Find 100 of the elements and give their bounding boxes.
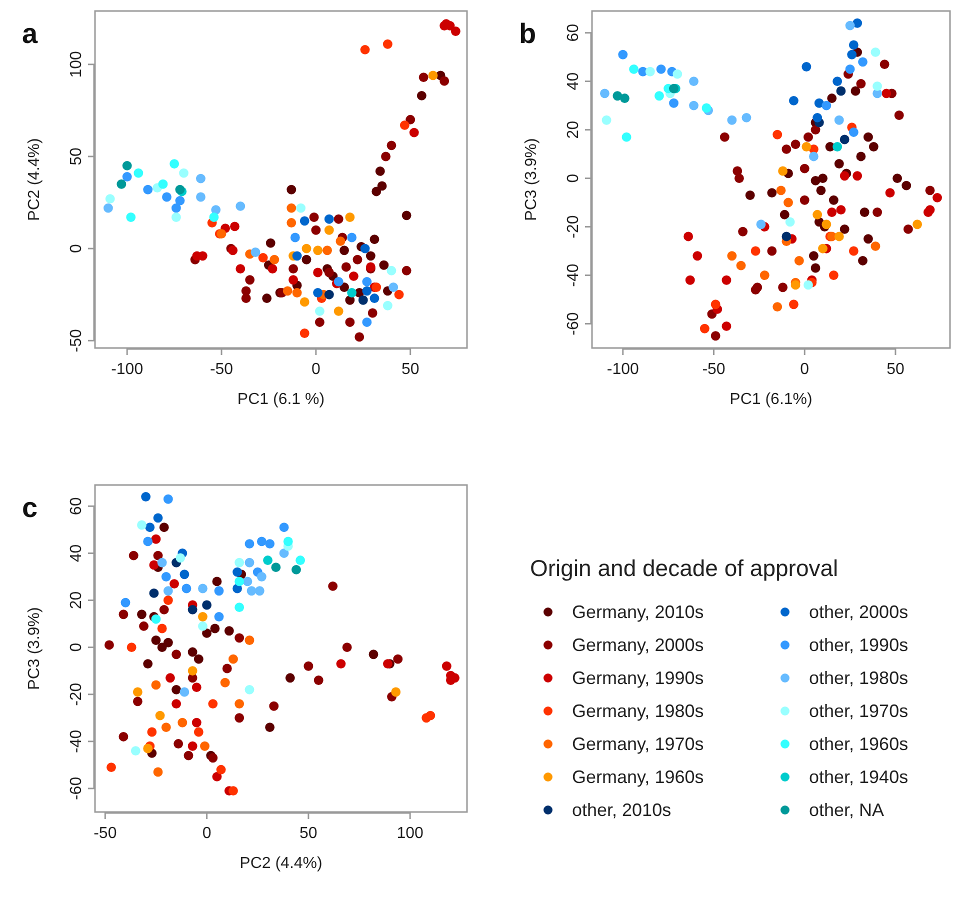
point xyxy=(600,88,610,98)
point xyxy=(834,232,844,242)
point xyxy=(416,91,426,100)
point xyxy=(244,558,254,568)
point xyxy=(354,332,364,342)
point xyxy=(157,558,167,568)
y-tick-label: 20 xyxy=(565,120,582,139)
x-tick-label: 50 xyxy=(300,825,318,842)
legend-label: other, NA xyxy=(809,800,884,820)
x-tick-label: -50 xyxy=(702,361,726,378)
y-tick-label: -60 xyxy=(565,312,582,336)
point xyxy=(386,266,396,276)
point xyxy=(151,614,161,624)
point xyxy=(288,275,298,285)
point xyxy=(386,140,396,150)
point xyxy=(265,722,275,732)
point xyxy=(179,168,188,178)
chart-title: c xyxy=(22,492,38,523)
point xyxy=(850,86,860,96)
y-axis-title: PC3 (3.9%) xyxy=(523,138,540,221)
point xyxy=(192,682,202,692)
point xyxy=(202,600,212,610)
point xyxy=(241,294,251,303)
point xyxy=(256,572,266,582)
point xyxy=(262,294,272,303)
point xyxy=(684,232,694,242)
point xyxy=(137,610,146,620)
point xyxy=(903,224,913,234)
point xyxy=(845,64,855,74)
point xyxy=(692,251,702,261)
legend-label: other, 1960s xyxy=(809,734,908,754)
point xyxy=(158,179,168,189)
point xyxy=(848,128,858,137)
point xyxy=(151,636,161,645)
point xyxy=(143,184,153,194)
point xyxy=(161,572,171,582)
point xyxy=(324,290,334,300)
point xyxy=(402,210,412,220)
point xyxy=(348,271,358,281)
point xyxy=(804,280,813,290)
point xyxy=(362,318,372,327)
y-tick-label: 50 xyxy=(68,147,85,166)
point xyxy=(180,687,190,697)
y-tick-label: 100 xyxy=(68,50,85,78)
point xyxy=(804,132,813,142)
point xyxy=(710,331,720,341)
point xyxy=(283,536,293,546)
point xyxy=(827,208,837,217)
point xyxy=(362,286,372,296)
point xyxy=(171,203,181,213)
point xyxy=(182,584,192,594)
point xyxy=(132,687,142,697)
point xyxy=(314,306,324,316)
point xyxy=(214,612,224,622)
legend-label: other, 1990s xyxy=(809,635,908,655)
point xyxy=(334,306,344,316)
point xyxy=(336,659,346,668)
point xyxy=(334,214,344,224)
point xyxy=(292,251,302,261)
point xyxy=(196,174,206,184)
x-tick-label: 0 xyxy=(202,825,212,842)
point xyxy=(145,522,155,532)
point xyxy=(872,208,882,217)
point xyxy=(126,642,136,652)
point xyxy=(785,217,795,227)
point xyxy=(760,270,770,280)
point xyxy=(163,638,173,648)
point xyxy=(188,647,198,657)
point xyxy=(745,190,755,200)
legend-label: other, 2000s xyxy=(809,602,908,622)
point xyxy=(159,522,169,532)
point xyxy=(880,60,890,70)
point xyxy=(818,244,828,254)
y-tick-label: 0 xyxy=(565,174,582,183)
point xyxy=(932,192,942,202)
point xyxy=(381,152,391,162)
point xyxy=(347,288,357,298)
point xyxy=(450,26,460,36)
point xyxy=(159,604,169,614)
point xyxy=(139,621,149,631)
point xyxy=(188,666,198,676)
point xyxy=(860,208,870,217)
point xyxy=(104,203,113,213)
point xyxy=(669,98,678,108)
point xyxy=(790,140,800,150)
y-tick-label: -20 xyxy=(68,682,85,706)
point xyxy=(790,280,800,290)
point xyxy=(286,184,296,194)
point xyxy=(192,718,202,728)
point xyxy=(402,266,412,276)
point xyxy=(130,746,140,756)
y-tick-label: -20 xyxy=(565,215,582,238)
y-axis-title: PC3 (3.9%) xyxy=(26,607,43,690)
point xyxy=(170,579,179,589)
point xyxy=(814,98,824,108)
point xyxy=(827,94,837,103)
point xyxy=(440,76,450,86)
point xyxy=(288,264,298,274)
point xyxy=(214,586,224,596)
x-tick-label: -50 xyxy=(94,825,117,842)
